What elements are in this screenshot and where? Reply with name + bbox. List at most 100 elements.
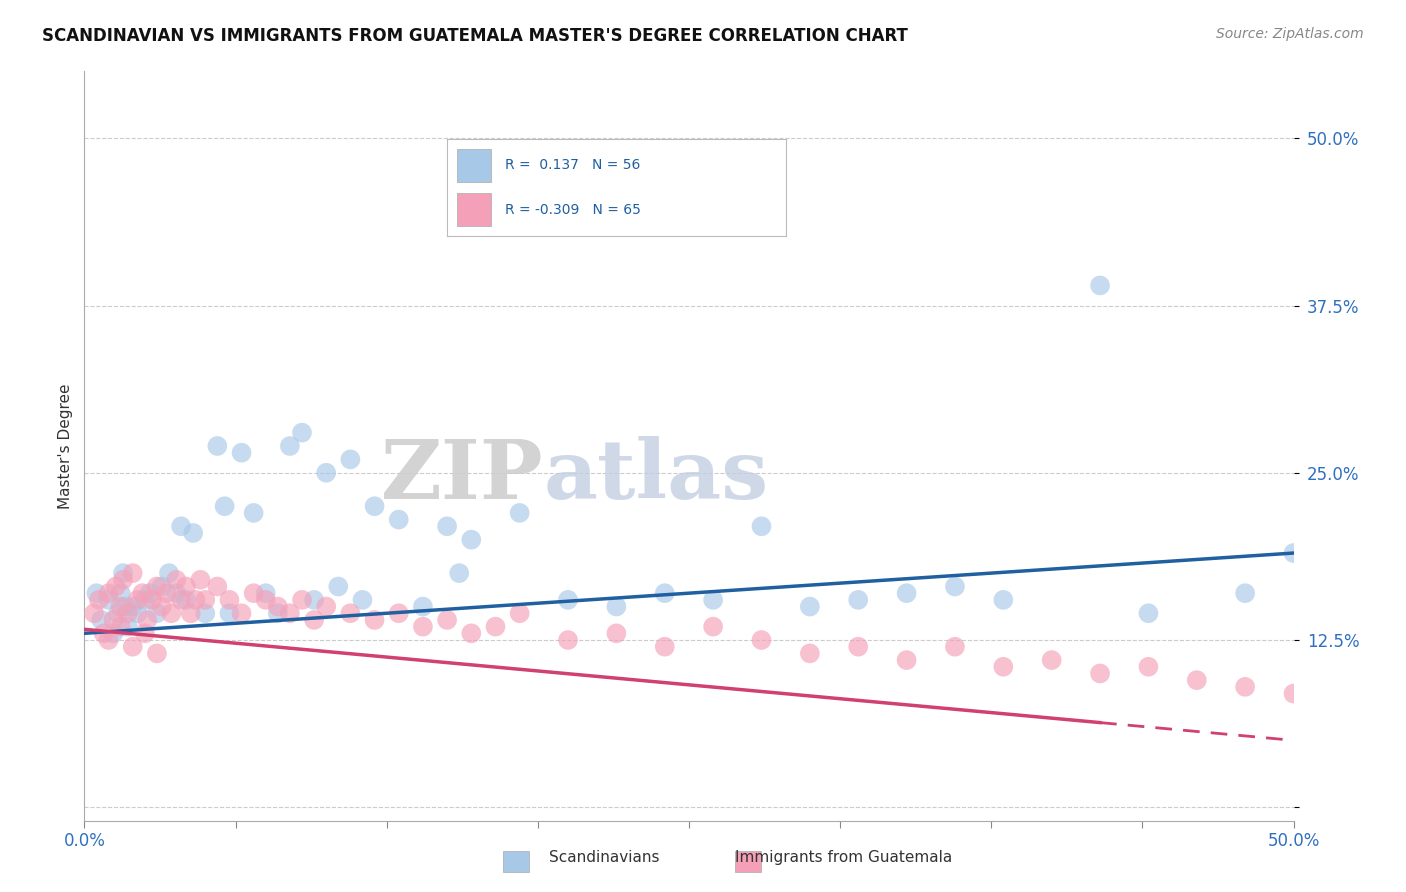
Point [155,586,177,600]
Point [702,593,724,607]
Point [90,613,112,627]
Point [165,586,187,600]
Point [136,613,159,627]
Point [509,607,531,621]
Point [557,593,579,607]
Point [207,580,229,594]
Point [1234,680,1257,694]
Point [328,580,350,594]
Point [291,425,314,440]
Point [896,653,918,667]
Point [107,607,129,621]
Point [388,513,411,527]
Point [110,599,132,614]
Point [702,620,724,634]
Point [242,506,264,520]
Point [846,640,869,654]
Point [170,519,193,533]
Point [165,573,187,587]
Point [751,519,773,533]
Point [87,593,110,607]
Point [146,580,169,594]
Point [291,593,314,607]
Point [1137,660,1160,674]
Bar [503,851,529,872]
Point [449,566,471,581]
Point [1137,607,1160,621]
Point [436,519,458,533]
Point [117,620,139,634]
Point [352,593,374,607]
Point [363,500,385,514]
Point [131,586,153,600]
Point [112,566,135,581]
Point [412,620,434,634]
Point [150,580,173,594]
Point [1295,693,1317,707]
Point [190,573,212,587]
Point [127,593,149,607]
Point [160,607,183,621]
Point [943,580,966,594]
Point [254,586,277,600]
Point [339,607,361,621]
Point [943,640,966,654]
Point [1088,666,1111,681]
Point [157,566,180,581]
Point [484,620,506,634]
Point [278,607,301,621]
Point [654,640,676,654]
Point [993,593,1015,607]
Point [339,452,361,467]
Point [1282,546,1305,560]
Y-axis label: Master's Degree: Master's Degree [58,384,73,508]
Point [278,439,301,453]
Point [207,439,229,453]
Point [138,586,160,600]
Point [799,646,821,660]
Bar [735,851,761,872]
Point [1185,673,1208,688]
Point [114,599,136,614]
Text: atlas: atlas [544,436,769,516]
Point [127,607,149,621]
Point [170,593,193,607]
Point [412,599,434,614]
Point [218,593,240,607]
Point [97,593,120,607]
Point [97,586,120,600]
Point [150,599,173,614]
Point [134,626,156,640]
Text: ZIP: ZIP [381,436,544,516]
Point [218,607,240,621]
Point [436,613,458,627]
Point [134,593,156,607]
Point [254,593,277,607]
Text: Scandinavians: Scandinavians [550,850,659,864]
Point [174,593,197,607]
Point [194,607,217,621]
Point [146,607,169,621]
Point [231,446,253,460]
Point [799,599,821,614]
Point [302,613,325,627]
Point [242,586,264,600]
Point [605,626,627,640]
Point [112,573,135,587]
Point [654,586,676,600]
Point [267,607,290,621]
Point [1088,278,1111,293]
Text: SCANDINAVIAN VS IMMIGRANTS FROM GUATEMALA MASTER'S DEGREE CORRELATION CHART: SCANDINAVIAN VS IMMIGRANTS FROM GUATEMAL… [42,27,908,45]
Text: Source: ZipAtlas.com: Source: ZipAtlas.com [1216,27,1364,41]
Point [180,607,202,621]
Point [121,566,143,581]
Point [509,506,531,520]
Point [214,500,236,514]
Point [104,580,127,594]
Point [315,599,337,614]
Point [184,593,207,607]
Point [363,613,385,627]
Point [557,633,579,648]
Point [174,580,197,594]
Point [605,599,627,614]
